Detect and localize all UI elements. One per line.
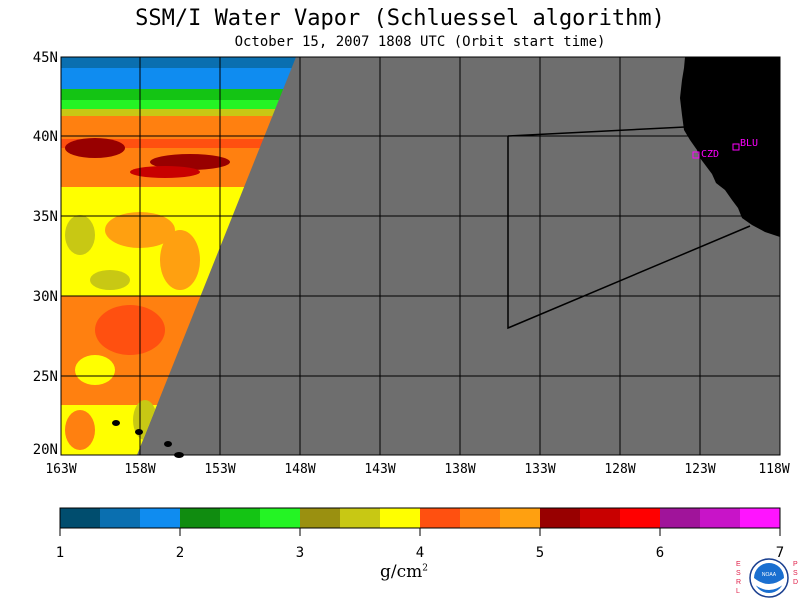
swath-patch-yellow-1 xyxy=(75,355,115,385)
swath-band-green xyxy=(61,89,296,101)
island-kauai xyxy=(112,420,120,426)
lat-label-45n: 45N xyxy=(32,50,58,66)
colorbar-swatch xyxy=(700,508,741,528)
swath-patch-orange-2 xyxy=(160,230,200,290)
colorbar-swatch xyxy=(60,508,101,528)
swath-band-olive xyxy=(61,109,296,117)
colorbar-units: g/cm2 xyxy=(380,562,428,582)
lon-label-123w: 123W xyxy=(684,462,716,477)
colorbar-swatch xyxy=(180,508,221,528)
colorbar-swatch xyxy=(340,508,381,528)
noaa-logo: NOAA xyxy=(749,558,789,598)
swath-band-light-green xyxy=(61,100,296,110)
lon-label-148w: 148W xyxy=(284,462,316,477)
colorbar-swatch xyxy=(260,508,301,528)
colorbar-swatch xyxy=(740,508,781,528)
colorbar-swatch xyxy=(100,508,141,528)
map-subtitle: October 15, 2007 1808 UTC (Orbit start t… xyxy=(234,34,606,50)
swath-patch-olive-2 xyxy=(90,270,130,290)
swath-band-red-orange xyxy=(61,139,296,149)
colorbar-ticks xyxy=(59,528,781,536)
island-oahu xyxy=(135,429,143,435)
station-czd-label: CZD xyxy=(701,149,719,160)
swath-patch-dark-red-center xyxy=(150,154,230,170)
colorbar-swatch xyxy=(500,508,541,528)
colorbar-swatch xyxy=(620,508,661,528)
colorbar-label-6: 6 xyxy=(655,545,665,561)
colorbar-swatch xyxy=(660,508,701,528)
station-blu-marker xyxy=(732,143,740,151)
noaa-logo-text: NOAA xyxy=(762,572,777,578)
swath-patch-red-center xyxy=(130,166,200,178)
lon-label-153w: 153W xyxy=(204,462,236,477)
station-czd-marker xyxy=(692,151,700,159)
lon-label-163w: 163W xyxy=(45,462,77,477)
lon-label-143w: 143W xyxy=(364,462,396,477)
colorbar-swatch xyxy=(460,508,501,528)
island-maui xyxy=(164,441,172,447)
lat-label-35n: 35N xyxy=(32,209,58,225)
colorbar-label-1: 1 xyxy=(55,545,65,561)
units-exponent: 2 xyxy=(422,563,428,574)
station-blu-label: BLU xyxy=(740,138,758,149)
lat-label-25n: 25N xyxy=(32,369,58,385)
lat-label-40n: 40N xyxy=(32,129,58,145)
lon-label-118w: 118W xyxy=(758,462,790,477)
lon-label-133w: 133W xyxy=(524,462,556,477)
lat-lon-grid xyxy=(61,57,780,455)
map-border xyxy=(60,56,781,456)
swath-patch-olive-1 xyxy=(65,215,95,255)
colorbar-swatch xyxy=(380,508,421,528)
lon-label-138w: 138W xyxy=(444,462,476,477)
colorbar-swatch xyxy=(300,508,341,528)
analysis-region-outline xyxy=(507,136,751,330)
colorbar-swatch xyxy=(420,508,461,528)
colorbar-label-2: 2 xyxy=(175,545,185,561)
swath-patch-orange-4 xyxy=(65,410,95,450)
lon-label-158w: 158W xyxy=(124,462,156,477)
lat-label-20n: 20N xyxy=(32,442,58,458)
colorbar-label-5: 5 xyxy=(535,545,545,561)
colorbar-swatch xyxy=(220,508,261,528)
lat-label-30n: 30N xyxy=(32,289,58,305)
lon-label-128w: 128W xyxy=(604,462,636,477)
north-america-land xyxy=(680,57,780,237)
colorbar-label-3: 3 xyxy=(295,545,305,561)
colorbar-swatch xyxy=(540,508,581,528)
swath-band-dark-blue xyxy=(61,57,296,69)
swath-patch-dark-red-west xyxy=(65,138,125,158)
map-title: SSM/I Water Vapor (Schluessel algorithm) xyxy=(135,6,665,31)
colorbar-label-7: 7 xyxy=(775,545,785,561)
units-text: g/cm xyxy=(380,562,423,582)
analysis-region-top xyxy=(507,126,686,137)
swath-patch-orange-3 xyxy=(95,305,165,355)
colorbar-swatch xyxy=(140,508,181,528)
swath-band-blue xyxy=(61,68,296,90)
colorbar-label-4: 4 xyxy=(415,545,425,561)
colorbar xyxy=(60,508,781,528)
colorbar-swatch xyxy=(580,508,621,528)
